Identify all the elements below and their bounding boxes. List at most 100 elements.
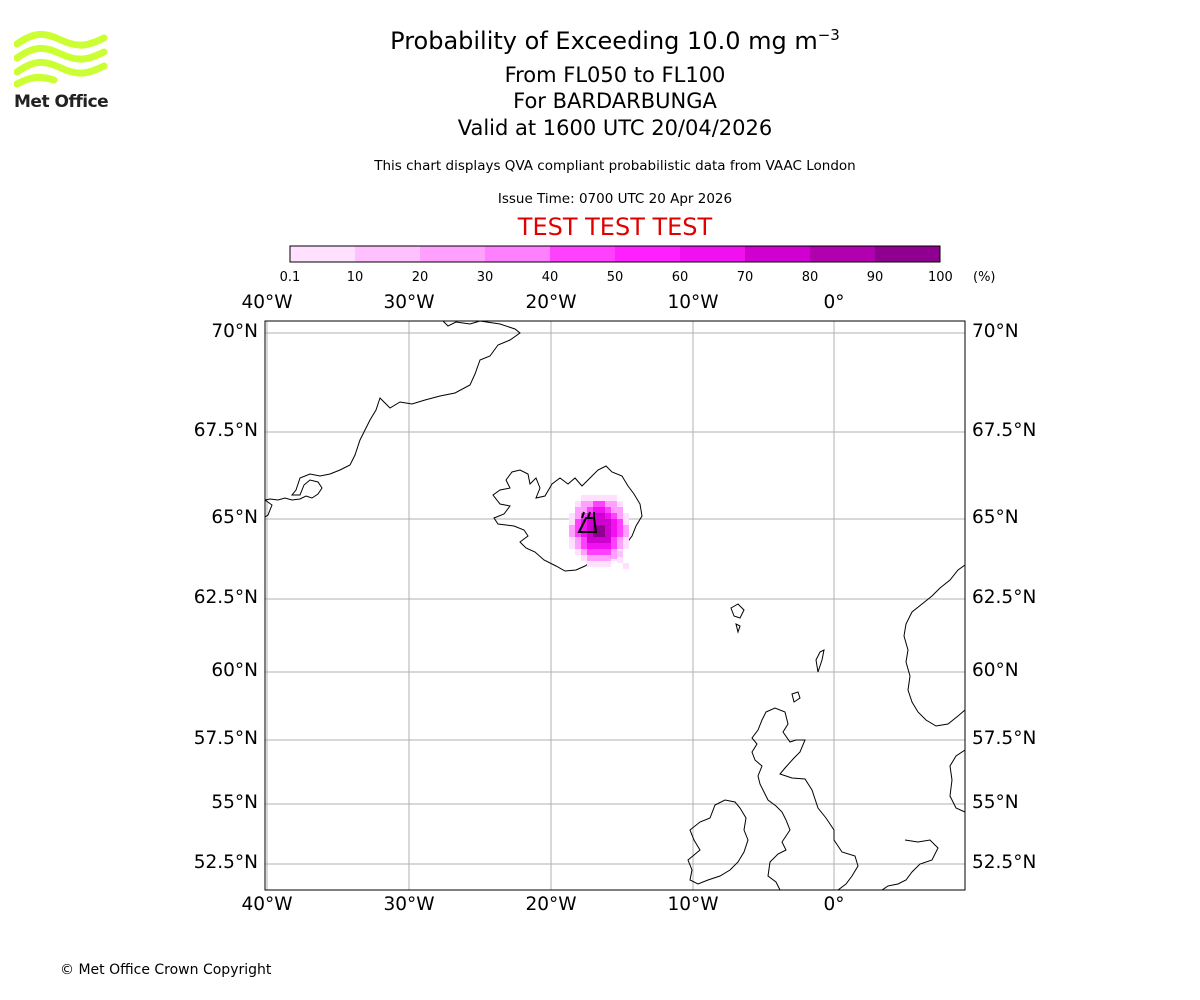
probability-cell	[569, 525, 575, 531]
probability-cell	[605, 555, 611, 561]
denmark-coast	[949, 749, 965, 813]
met-office-logo	[14, 31, 108, 88]
faroe-islands	[730, 603, 745, 634]
probability-cell	[623, 531, 629, 537]
probability-cell	[593, 495, 599, 501]
colorbar-cell	[290, 246, 355, 262]
colorbar-cell	[680, 246, 745, 262]
probability-cell	[599, 531, 605, 537]
probability-cell	[593, 519, 599, 525]
probability-cell	[611, 531, 617, 537]
continent-coast	[881, 839, 939, 890]
probability-cell	[593, 543, 599, 549]
lat-label-left: 62.5°N	[193, 587, 258, 608]
lat-label-right: 52.5°N	[972, 852, 1037, 873]
ireland-coast	[687, 799, 749, 885]
probability-cell	[593, 561, 599, 567]
colorbar-tick-label: 70	[736, 270, 754, 285]
colorbar-tick-label: 30	[476, 270, 494, 285]
colorbar-tick-label: 60	[671, 270, 689, 285]
probability-cell	[623, 543, 629, 549]
lon-label-bottom: 20°W	[525, 894, 577, 915]
iceland-coast	[492, 465, 643, 572]
colorbar-tick-label: 80	[801, 270, 819, 285]
probability-cell	[593, 531, 599, 537]
probability-cell	[611, 543, 617, 549]
probability-cell	[587, 519, 593, 525]
probability-cell	[575, 531, 581, 537]
probability-cell	[581, 555, 587, 561]
probability-cell	[605, 501, 611, 507]
colorbar-cell	[485, 246, 550, 262]
colorbar-tick-label: 100	[928, 270, 953, 285]
probability-cell	[623, 513, 629, 519]
colorbar-tick-label: 0.1	[279, 270, 301, 285]
probability-cell	[593, 507, 599, 513]
lon-label-top: 30°W	[383, 292, 435, 313]
orkney-islands	[791, 691, 801, 703]
probability-cell	[623, 563, 629, 569]
colorbar-cell	[420, 246, 485, 262]
probability-cell	[611, 513, 617, 519]
lon-label-top: 10°W	[667, 292, 719, 313]
probability-cell	[575, 501, 581, 507]
logo-text: Met Office	[14, 92, 109, 112]
probability-cell	[587, 543, 593, 549]
test-banner: TEST TEST TEST	[517, 213, 713, 241]
colorbar-cell	[745, 246, 810, 262]
probability-cell	[575, 537, 581, 543]
norway-coast	[903, 564, 965, 727]
probability-cell	[587, 495, 593, 501]
probability-cell	[617, 501, 623, 507]
lat-label-left: 57.5°N	[193, 728, 258, 749]
colorbar-unit: (%)	[973, 270, 996, 285]
probability-cell	[599, 495, 605, 501]
probability-cell	[593, 501, 599, 507]
probability-cell	[587, 501, 593, 507]
probability-cell	[587, 525, 593, 531]
probability-cell	[617, 525, 623, 531]
probability-cell	[593, 513, 599, 519]
probability-cell	[605, 495, 611, 501]
probability-cell	[587, 507, 593, 513]
probability-cell	[593, 549, 599, 555]
probability-cell	[581, 549, 587, 555]
probability-cell	[611, 549, 617, 555]
greenland-coast	[265, 321, 521, 518]
probability-cell	[617, 543, 623, 549]
probability-cell	[611, 525, 617, 531]
probability-cell	[605, 561, 611, 567]
colorbar-tick-label: 40	[541, 270, 559, 285]
probability-cell	[617, 519, 623, 525]
lat-label-left: 67.5°N	[193, 420, 258, 441]
colorbar-cell	[615, 246, 680, 262]
probability-cell	[611, 495, 617, 501]
probability-cell	[605, 507, 611, 513]
valid-time: Valid at 1600 UTC 20/04/2026	[457, 116, 773, 140]
copyright: © Met Office Crown Copyright	[60, 962, 272, 978]
lat-label-left: 70°N	[211, 321, 258, 342]
issue-time: Issue Time: 0700 UTC 20 Apr 2026	[497, 191, 733, 207]
probability-cell	[575, 507, 581, 513]
lon-label-bottom: 30°W	[383, 894, 435, 915]
probability-cell	[569, 513, 575, 519]
probability-cell	[587, 531, 593, 537]
probability-cell	[581, 531, 587, 537]
probability-cell	[569, 537, 575, 543]
lon-label-bottom: 10°W	[667, 894, 719, 915]
colorbar-tick-label: 10	[346, 270, 364, 285]
colorbar-tick-label: 20	[411, 270, 429, 285]
probability-cell	[587, 513, 593, 519]
probability-cell	[599, 525, 605, 531]
lon-label-top: 40°W	[241, 292, 293, 313]
probability-cell	[623, 537, 629, 543]
probability-cell	[581, 507, 587, 513]
probability-cell	[587, 549, 593, 555]
lat-label-right: 62.5°N	[972, 587, 1037, 608]
lon-label-bottom: 0°	[823, 894, 845, 915]
volcano-name: For BARDARBUNGA	[513, 89, 717, 113]
probability-cell	[617, 531, 623, 537]
probability-cell	[599, 519, 605, 525]
probability-cell	[569, 531, 575, 537]
